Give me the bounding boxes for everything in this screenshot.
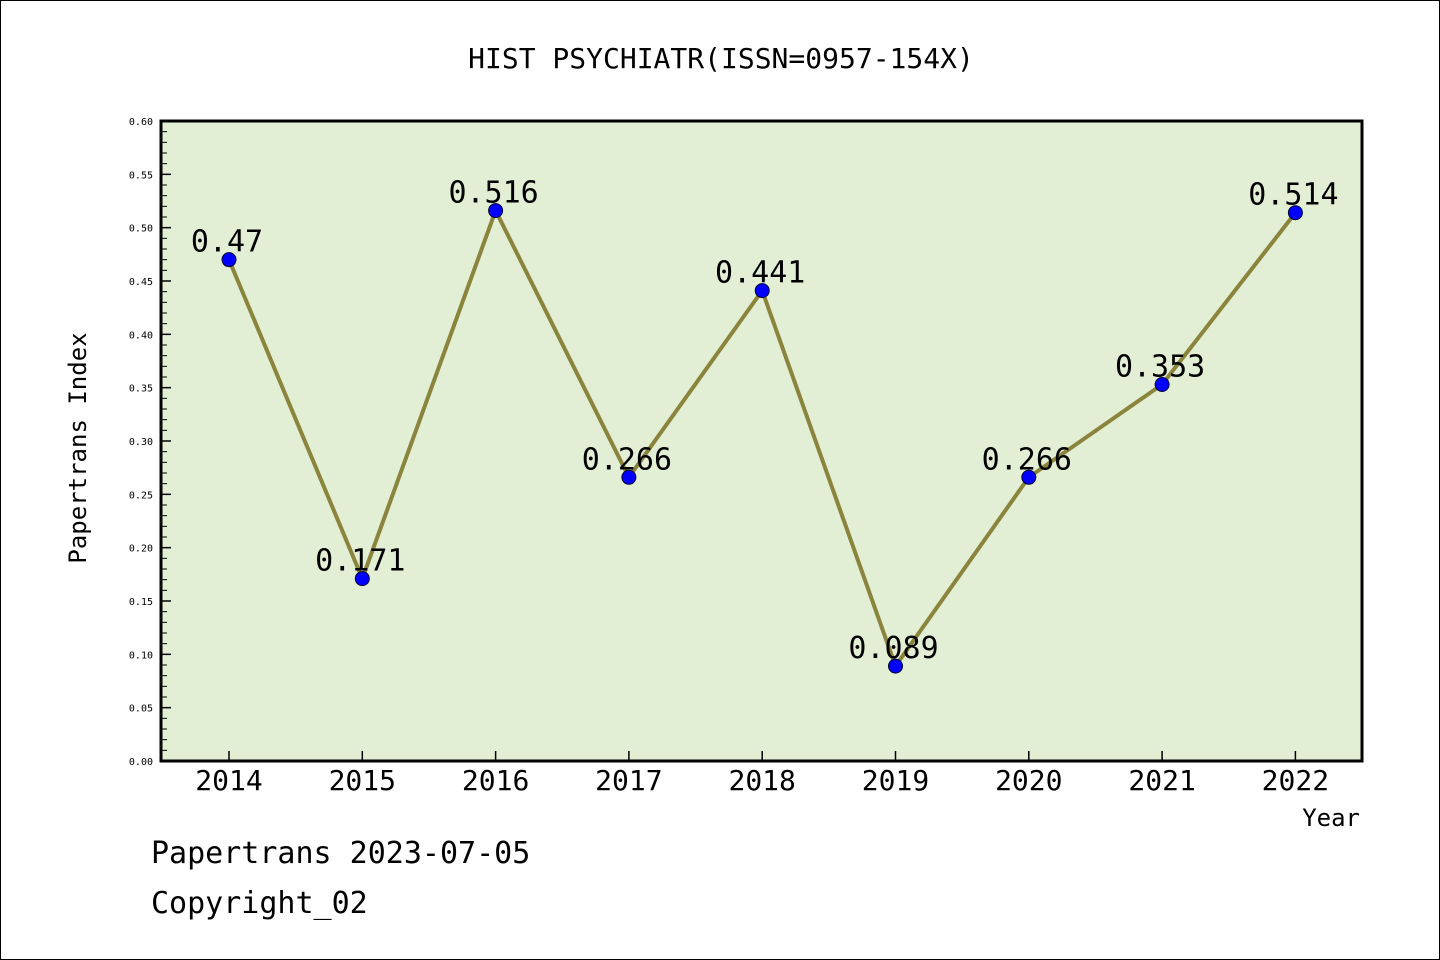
x-tick-label: 2014 <box>195 764 262 797</box>
data-point <box>1287 205 1303 221</box>
data-point <box>888 658 903 674</box>
data-point <box>754 283 770 299</box>
y-axis-label: Papertrans Index <box>64 332 92 563</box>
x-tick-label: 2015 <box>329 764 396 797</box>
data-label: 0.516 <box>448 176 538 211</box>
data-label: 0.089 <box>848 631 938 666</box>
data-label-group: 0.47 0.171 0.516 0.266 0.441 0.089 0.266 0.353 0… <box>191 176 1339 666</box>
x-tick-label: 2021 <box>1128 764 1195 797</box>
data-point <box>1021 469 1037 485</box>
x-axis: 2014 2015 2016 2017 2018 2019 2020 2021 2022 <box>195 751 1329 797</box>
y-tick-label: 0.20 <box>129 544 153 555</box>
y-tick-label: 0.00 <box>129 757 153 768</box>
x-tick-label: 2017 <box>595 764 662 797</box>
data-point <box>354 571 370 587</box>
footer-date: Papertrans 2023-07-05 <box>151 836 531 871</box>
x-tick-label: 2018 <box>728 764 795 797</box>
y-tick-label: 0.55 <box>129 170 153 181</box>
footer-copyright: Copyright_02 <box>151 886 368 921</box>
data-label: 0.353 <box>1115 349 1205 384</box>
x-axis-label: Year <box>1302 804 1360 832</box>
data-label: 0.171 <box>315 544 405 579</box>
data-label: 0.441 <box>715 256 805 291</box>
data-label: 0.266 <box>582 442 672 477</box>
data-point <box>621 469 637 485</box>
y-tick-label: 0.45 <box>129 277 153 288</box>
plot-area <box>159 119 1364 763</box>
data-point <box>488 203 504 219</box>
y-tick-label: 0.35 <box>129 384 153 395</box>
data-point <box>221 252 237 268</box>
x-tick-label: 2022 <box>1262 764 1329 797</box>
y-tick-label: 0.40 <box>129 330 153 341</box>
y-tick-label: 0.05 <box>129 704 153 715</box>
x-tick-label: 2016 <box>462 764 529 797</box>
chart-title: HIST PSYCHIATR(ISSN=0957-154X) <box>468 42 974 75</box>
y-axis: 0.00 0.05 0.10 0.15 0.20 0.25 0.30 0.35 0.40 0.45… <box>129 117 171 768</box>
data-point <box>1154 376 1170 392</box>
y-tick-label: 0.10 <box>129 650 153 661</box>
y-tick-label: 0.50 <box>129 224 153 235</box>
marker-group <box>221 203 1303 674</box>
y-tick-label: 0.25 <box>129 490 153 501</box>
data-label: 0.266 <box>982 442 1072 477</box>
data-label: 0.514 <box>1248 178 1338 213</box>
x-tick-label: 2020 <box>995 764 1062 797</box>
data-label: 0.47 <box>191 225 263 260</box>
y-tick-label: 0.60 <box>129 117 153 128</box>
x-tick-label: 2019 <box>862 764 929 797</box>
y-tick-label: 0.30 <box>129 437 153 448</box>
y-tick-label: 0.15 <box>129 597 153 608</box>
